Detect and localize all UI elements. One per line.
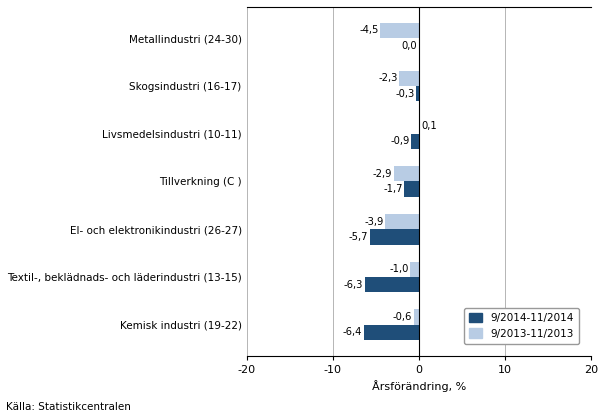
Text: -2,9: -2,9 (373, 169, 393, 179)
Text: -0,3: -0,3 (396, 89, 415, 99)
Bar (399, 71, 419, 86)
Text: -6,3: -6,3 (344, 280, 363, 290)
Text: 0,0: 0,0 (402, 41, 417, 51)
Bar (404, 181, 419, 197)
Legend: 9/2014-11/2014, 9/2013-11/2013: 9/2014-11/2014, 9/2013-11/2013 (464, 308, 579, 344)
X-axis label: Årsförändring, %: Årsförändring, % (371, 381, 466, 392)
Text: -1,7: -1,7 (384, 184, 403, 194)
Text: -0,9: -0,9 (390, 136, 410, 146)
Bar (411, 134, 419, 149)
Bar (414, 310, 419, 325)
Bar (364, 325, 419, 340)
Text: Källa: Statistikcentralen: Källa: Statistikcentralen (6, 402, 131, 412)
Text: -3,9: -3,9 (365, 217, 384, 227)
Text: -2,3: -2,3 (378, 73, 397, 83)
Bar (385, 214, 419, 229)
Bar (370, 229, 419, 245)
Text: -0,6: -0,6 (393, 312, 413, 322)
Text: -5,7: -5,7 (349, 232, 368, 242)
Text: -4,5: -4,5 (359, 25, 379, 35)
Text: -6,4: -6,4 (343, 327, 362, 337)
Bar (416, 86, 419, 101)
Text: 0,1: 0,1 (421, 121, 437, 131)
Text: -1,0: -1,0 (390, 264, 409, 274)
Bar (394, 166, 419, 181)
Bar (365, 277, 419, 292)
Bar (410, 262, 419, 277)
Bar (380, 23, 419, 38)
Bar (419, 119, 420, 134)
